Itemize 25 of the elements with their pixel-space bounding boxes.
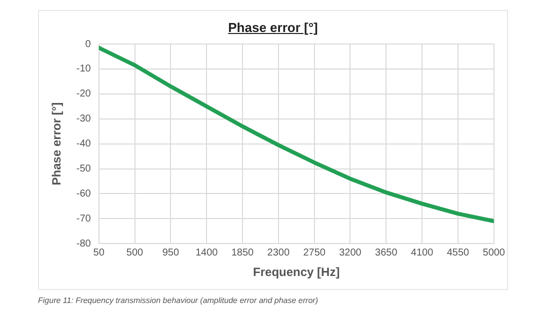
y-tick-label: -70 (76, 213, 92, 224)
x-tick-label: 4550 (446, 247, 470, 258)
y-axis-title: Phase error [°] (50, 102, 64, 186)
x-tick-label: 3200 (339, 247, 362, 258)
caption: Figure 11: Frequency transmission behaviour (amplitude error and phase error) (38, 296, 318, 305)
y-tick-label: -40 (76, 138, 92, 150)
x-tick-label: 5000 (482, 247, 506, 258)
y-tick-label: -10 (76, 64, 92, 75)
y-tick-label: -30 (76, 114, 92, 125)
x-tick-label: 1400 (195, 247, 218, 258)
chart-title: Phase error [°] (227, 20, 319, 35)
x-tick-label: 2300 (267, 247, 290, 258)
x-tick-label: 950 (162, 247, 180, 258)
x-tick-label: 4100 (410, 247, 434, 258)
y-tick-label: -80 (76, 238, 92, 250)
x-tick-label: 1850 (231, 247, 254, 258)
x-tick-label: 3650 (375, 247, 398, 258)
y-tick-label: -50 (76, 164, 92, 174)
x-tick-label: 2750 (303, 247, 326, 258)
x-tick-label: 500 (126, 247, 144, 258)
y-tick-label: -20 (76, 88, 92, 100)
x-tick-label: 50 (93, 247, 105, 258)
x-axis-title: Frequency [Hz] (253, 265, 340, 280)
y-tick-label: 0 (85, 38, 92, 50)
y-tick-label: -60 (76, 188, 92, 200)
